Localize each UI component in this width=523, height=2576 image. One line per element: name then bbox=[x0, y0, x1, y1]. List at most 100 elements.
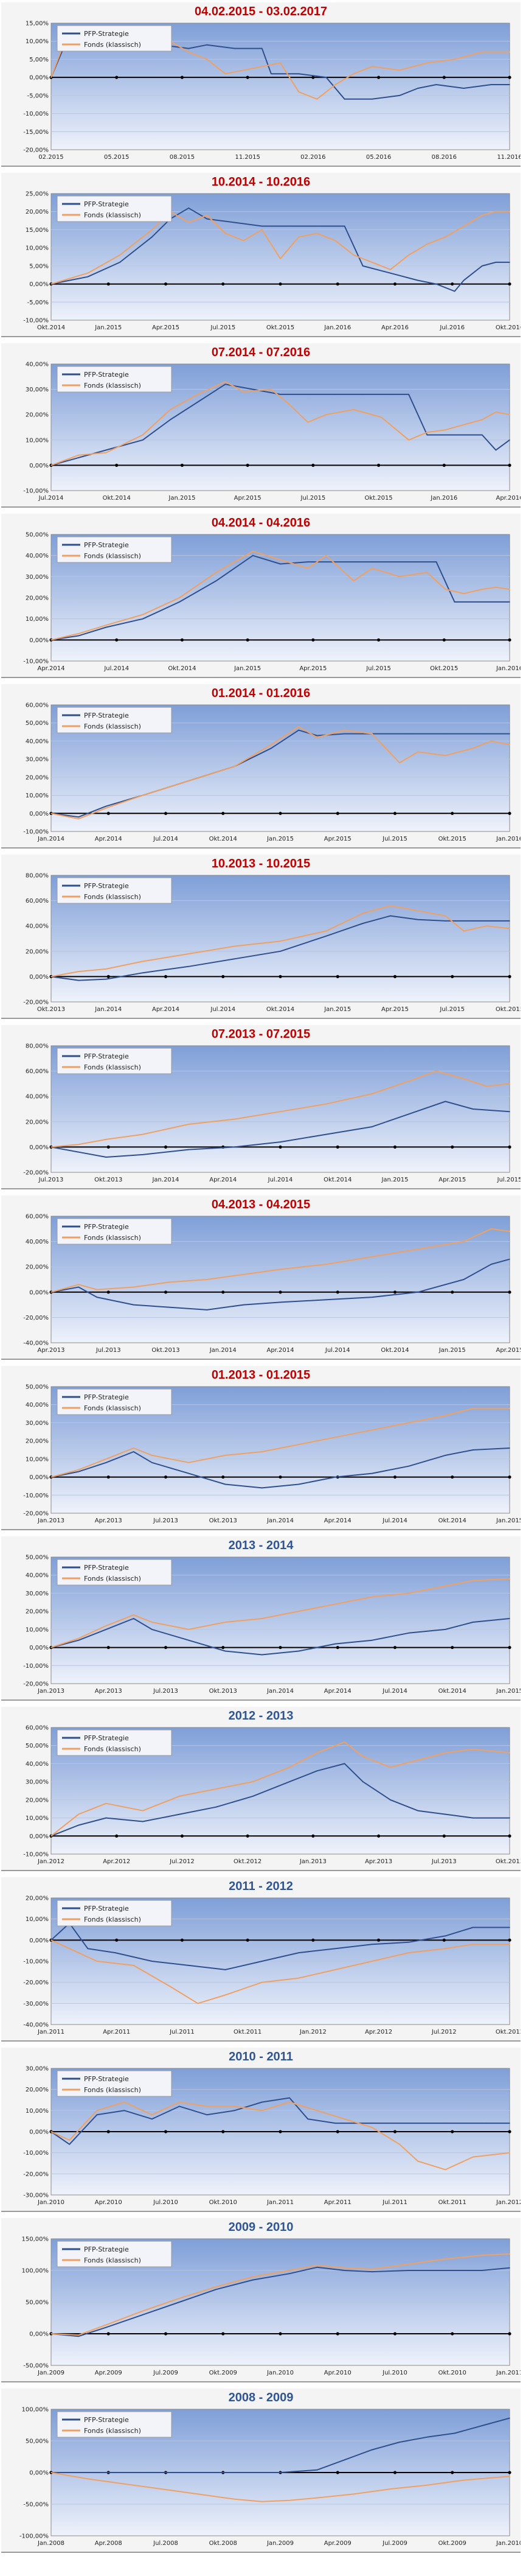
x-tick-marker bbox=[115, 463, 119, 467]
data-point-fund bbox=[50, 1146, 52, 1148]
chart-title: 2011 - 2012 bbox=[229, 1880, 293, 1893]
data-point-strategy bbox=[224, 1483, 226, 1485]
y-tick-label: 20,00% bbox=[26, 2087, 49, 2093]
y-tick-label: 0,00% bbox=[29, 1144, 49, 1151]
data-point-strategy bbox=[271, 73, 272, 74]
data-point-fund bbox=[509, 2253, 510, 2255]
x-tick-marker bbox=[451, 282, 454, 286]
y-tick-label: 80,00% bbox=[26, 873, 49, 880]
data-point-fund bbox=[87, 272, 89, 274]
x-tick-label: Okt.2015 bbox=[266, 324, 294, 331]
data-point-fund bbox=[463, 2479, 465, 2481]
data-point-strategy bbox=[105, 1817, 107, 1819]
x-tick-label: Okt.2015 bbox=[430, 665, 458, 672]
x-tick-marker bbox=[279, 1645, 282, 1650]
chart-panel: 60,00% 50,00% 40,00% 30,00% 20,00% 10,00% 0,00… bbox=[1, 684, 521, 849]
chart-svg: 50,00% 40,00% 30,00% 20,00% 10,00% 0,00% -10,0… bbox=[23, 532, 521, 673]
data-point-strategy bbox=[280, 563, 281, 565]
data-point-fund bbox=[224, 1994, 226, 1996]
x-tick-label: Jul.2011 bbox=[382, 2199, 407, 2206]
x-tick-label: Apr.2012 bbox=[103, 1858, 130, 1865]
data-point-fund bbox=[509, 589, 510, 590]
data-point-fund bbox=[445, 1752, 446, 1754]
legend-label-fund: Fonds (klassisch) bbox=[84, 2427, 141, 2435]
legend-box bbox=[57, 2070, 172, 2097]
data-point-strategy bbox=[463, 434, 465, 436]
data-point-fund bbox=[509, 1944, 510, 1945]
x-tick-label: Jul.2015 bbox=[300, 495, 326, 502]
data-point-strategy bbox=[472, 1622, 474, 1623]
y-tick-label: 10,00% bbox=[26, 1456, 49, 1463]
data-point-fund bbox=[509, 2152, 510, 2154]
x-tick-label: Jan.2013 bbox=[37, 1517, 64, 1524]
data-point-fund bbox=[445, 915, 446, 917]
x-tick-marker bbox=[508, 1938, 511, 1942]
x-tick-label: Okt.2014 bbox=[209, 836, 237, 842]
data-point-strategy bbox=[472, 601, 474, 603]
data-point-strategy bbox=[224, 383, 226, 385]
data-point-fund bbox=[119, 254, 120, 256]
data-point-fund bbox=[170, 1281, 171, 1283]
x-tick-label: Okt.2013 bbox=[496, 1858, 521, 1865]
x-tick-label: Jan.2009 bbox=[37, 2370, 64, 2376]
data-point-fund bbox=[188, 1629, 190, 1630]
legend-label-fund: Fonds (klassisch) bbox=[84, 382, 141, 390]
x-tick-label: Jan.2014 bbox=[209, 1347, 237, 1354]
data-point-fund bbox=[289, 2270, 290, 2271]
legend-label-strategy: PFP-Strategie bbox=[84, 1052, 129, 1060]
data-point-fund bbox=[509, 2476, 510, 2477]
y-tick-label: 10,00% bbox=[26, 2108, 49, 2115]
data-point-strategy bbox=[188, 47, 190, 49]
y-tick-label: 40,00% bbox=[26, 1239, 49, 1245]
data-point-fund bbox=[509, 1578, 510, 1580]
data-point-fund bbox=[234, 945, 235, 947]
y-tick-label: -20,00% bbox=[23, 1315, 49, 1321]
y-tick-label: -30,00% bbox=[23, 2001, 49, 2007]
y-tick-label: 40,00% bbox=[26, 553, 49, 559]
data-point-fund bbox=[353, 2493, 355, 2495]
data-point-strategy bbox=[188, 1965, 190, 1966]
x-tick-label: Jul.2013 bbox=[431, 1858, 457, 1865]
chart-panel: 150,00% 100,00% 50,00% 0,00% -50,00% Jan.2009… bbox=[1, 2218, 521, 2382]
data-point-fund bbox=[372, 1256, 373, 1258]
y-tick-label: 30,00% bbox=[26, 1591, 49, 1597]
y-tick-label: 0,00% bbox=[29, 811, 49, 817]
data-point-strategy bbox=[417, 1810, 418, 1811]
data-point-fund bbox=[399, 2144, 400, 2145]
chart-panel: 20,00% 10,00% 0,00% -10,00% -20,00% -30,00% -4… bbox=[1, 1877, 521, 2042]
data-point-strategy bbox=[417, 279, 418, 281]
data-point-fund bbox=[78, 1144, 79, 1145]
y-tick-label: -20,00% bbox=[23, 1681, 49, 1688]
data-point-fund bbox=[472, 747, 474, 749]
data-point-strategy bbox=[133, 1618, 134, 1619]
x-tick-marker bbox=[442, 1834, 446, 1838]
data-point-strategy bbox=[408, 733, 409, 735]
x-tick-marker bbox=[393, 811, 397, 815]
data-point-strategy bbox=[482, 2425, 483, 2426]
data-point-strategy bbox=[372, 1472, 373, 1474]
x-tick-label: Jan.2015 bbox=[168, 495, 195, 502]
x-tick-label: Okt.2014 bbox=[168, 665, 196, 672]
chart-svg: 150,00% 100,00% 50,00% 0,00% -50,00%Jan.2009… bbox=[22, 2236, 521, 2377]
data-point-fund bbox=[454, 58, 455, 60]
data-point-strategy bbox=[509, 262, 510, 263]
data-point-strategy bbox=[78, 1151, 79, 1153]
data-point-strategy bbox=[372, 2449, 373, 2451]
y-tick-label: 60,00% bbox=[26, 898, 49, 905]
legend-label-fund: Fonds (klassisch) bbox=[84, 1234, 141, 1242]
legend-label-strategy: PFP-Strategie bbox=[84, 1734, 129, 1742]
legend-label-strategy: PFP-Strategie bbox=[84, 1223, 129, 1231]
data-point-fund bbox=[445, 589, 446, 590]
data-point-fund bbox=[316, 233, 318, 234]
data-point-fund bbox=[408, 2263, 409, 2265]
x-tick-label: Apr.2015 bbox=[381, 1006, 409, 1013]
data-point-fund bbox=[463, 593, 465, 594]
data-point-fund bbox=[78, 633, 79, 634]
x-tick-label: Okt.2008 bbox=[209, 2540, 237, 2547]
x-tick-label: 02.2016 bbox=[300, 154, 325, 161]
data-point-fund bbox=[353, 580, 355, 582]
data-point-fund bbox=[50, 1835, 52, 1837]
x-tick-label: Jan.2015 bbox=[438, 1347, 466, 1354]
data-point-fund bbox=[472, 2156, 474, 2158]
y-tick-label: 100,00% bbox=[22, 2407, 49, 2413]
